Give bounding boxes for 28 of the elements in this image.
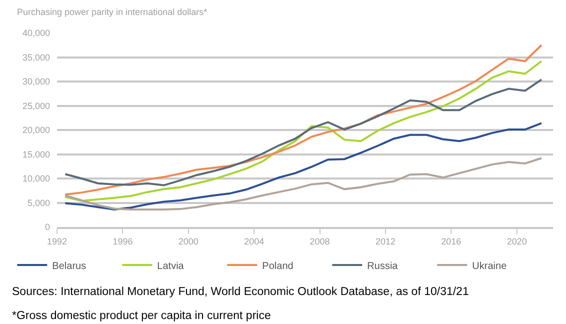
x-tick-label: 1992 [46, 236, 68, 247]
x-tick-label: 1996 [112, 236, 133, 247]
line-series [64, 157, 542, 211]
x-tick-label: 2004 [244, 236, 264, 247]
legend-label: Russia [367, 260, 398, 272]
line-series [64, 78, 542, 186]
y-tick-label: 25,000 [22, 100, 50, 111]
y-tick-label: 30,000 [22, 76, 50, 87]
x-tick-label: 2020 [506, 236, 527, 247]
source-note: Sources: International Monetary Fund, World Economic Outlook Database, as of 10/31/21 [12, 286, 469, 298]
y-tick-label: 5,000 [27, 198, 50, 208]
text: *Gross domestic product per capita in current price [12, 310, 271, 322]
line-series [64, 122, 542, 211]
y-tick-label: 0 [44, 222, 50, 232]
y-tick-label: 15,000 [22, 149, 50, 160]
legend-label: Belarus [52, 260, 86, 272]
y-tick-label: 35,000 [22, 52, 50, 62]
legend-label: Ukraine [472, 260, 508, 272]
y-axis-title: Purchasing power parity in international dollars* [17, 7, 208, 17]
y-tick-label: 10,000 [22, 174, 50, 184]
y-tick-label: 20,000 [22, 125, 50, 136]
x-tick-label: 2016 [441, 236, 462, 247]
legend-label: Poland [262, 260, 294, 272]
x-tick-label: 2008 [310, 236, 330, 247]
legend-label: Latvia [157, 260, 184, 272]
x-tick-label: 2012 [375, 236, 396, 247]
x-tick-label: 2000 [178, 236, 198, 247]
y-tick-label: 40,000 [22, 28, 50, 38]
